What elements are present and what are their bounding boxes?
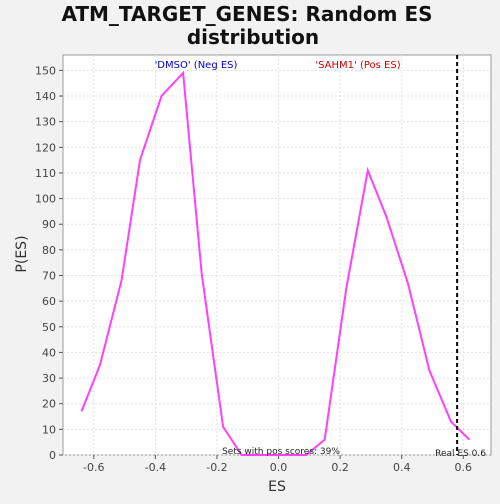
y-axis-label: P(ES) [14, 235, 30, 272]
y-tick-label: 20 [42, 398, 56, 411]
y-tick-label: 140 [35, 90, 56, 103]
axes: -0.6 -0.4 -0.2 0.0 0.2 0.4 0.6 0 10 20 30 40 50 60 70 8… [35, 64, 472, 474]
chart-title-line1: ATM_TARGET_GENES: Random ES [61, 2, 432, 26]
y-tick-label: 80 [42, 244, 56, 257]
real-es-annotation: Real ES 0.6 [435, 449, 486, 459]
pos-es-label: 'SAHM1' (Pos ES) [315, 60, 400, 71]
y-tick-label: 90 [42, 218, 56, 231]
y-tick-label: 150 [35, 64, 56, 77]
y-tick-label: 40 [42, 346, 56, 359]
chart-title-line2: distribution [187, 25, 319, 49]
y-tick-label: 10 [42, 423, 56, 436]
y-tick-label: 110 [35, 167, 56, 180]
pos-scores-annotation: Sets with pos scores: 39% [222, 447, 340, 457]
y-tick-label: 50 [42, 321, 56, 334]
y-tick-label: 120 [35, 141, 56, 154]
y-tick-label: 30 [42, 372, 56, 385]
plot-area [62, 54, 492, 456]
series-layer [80, 70, 471, 456]
y-tick-label: 60 [42, 295, 56, 308]
x-tick-label: 0.2 [331, 461, 349, 474]
x-tick-label: 0.0 [270, 461, 288, 474]
y-tick-label: 100 [35, 193, 56, 206]
grid [63, 55, 491, 456]
x-tick-label: 0.4 [393, 461, 411, 474]
y-tick-label: 130 [35, 116, 56, 129]
x-tick-label: -0.2 [206, 461, 227, 474]
x-tick-label: 0.6 [455, 461, 473, 474]
y-tick-label: 0 [49, 449, 56, 462]
es-distribution-line [80, 70, 471, 456]
x-axis-label: ES [268, 479, 286, 495]
neg-es-label: 'DMSO' (Neg ES) [155, 60, 238, 71]
y-tick-label: 70 [42, 270, 56, 283]
x-tick-label: -0.6 [83, 461, 104, 474]
x-tick-label: -0.4 [145, 461, 166, 474]
